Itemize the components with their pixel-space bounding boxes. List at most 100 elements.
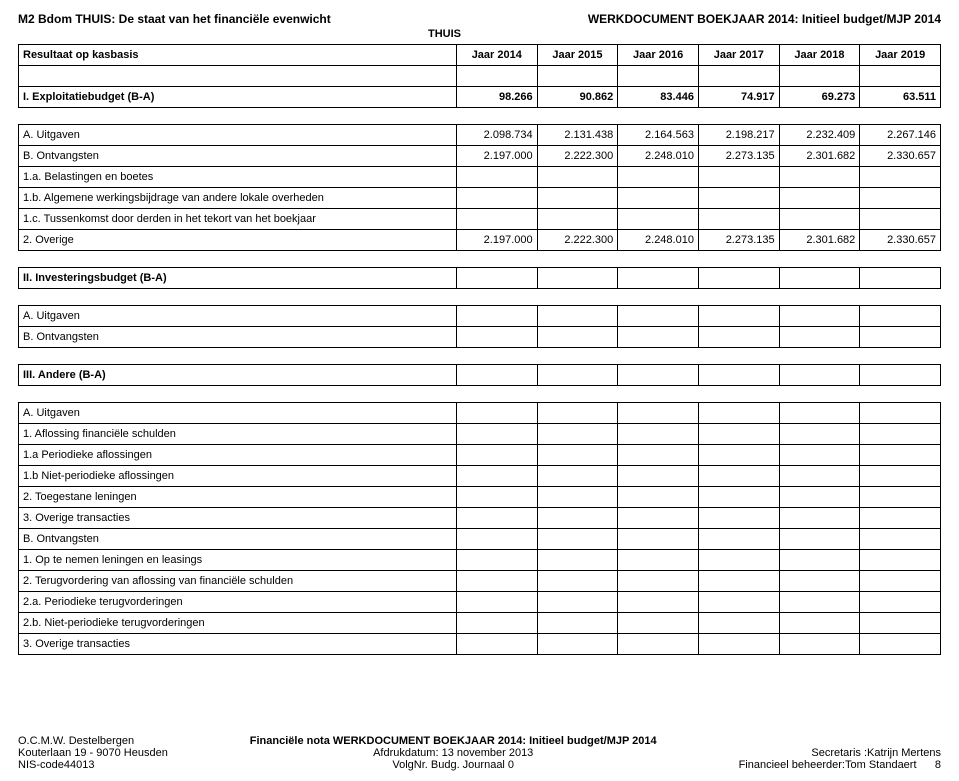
row-value <box>698 209 779 230</box>
row-label: 1.a Periodieke aflossingen <box>19 445 457 466</box>
row-value: 2.232.409 <box>779 125 860 146</box>
table-row: B. Ontvangsten <box>19 327 941 348</box>
row-value <box>537 188 618 209</box>
sec1-val-2: 83.446 <box>618 87 699 108</box>
page-root: M2 Bdom THUIS: De staat van het financië… <box>0 0 959 781</box>
header-table: Resultaat op kasbasis Jaar 2014 Jaar 201… <box>18 44 941 108</box>
table-row: 2. Overige2.197.0002.222.3002.248.0102.2… <box>19 230 941 251</box>
row-label: 1. Aflossing financiële schulden <box>19 424 457 445</box>
row-value <box>698 529 779 550</box>
row-value <box>860 508 941 529</box>
row-value <box>860 613 941 634</box>
row-value: 2.273.135 <box>698 230 779 251</box>
row-value <box>698 466 779 487</box>
row-value <box>779 508 860 529</box>
row-value: 2.197.000 <box>456 146 537 167</box>
row-value <box>618 424 699 445</box>
row-value: 2.248.010 <box>618 230 699 251</box>
row-value <box>456 571 537 592</box>
sec1-val-5: 63.511 <box>860 87 941 108</box>
row-value <box>698 424 779 445</box>
row-value <box>779 466 860 487</box>
row-value <box>618 529 699 550</box>
row-value <box>779 634 860 655</box>
sub-center-label: THUIS <box>428 28 941 40</box>
sec3-title: III. Andere (B-A) <box>19 365 457 386</box>
row-value <box>456 487 537 508</box>
row-value <box>456 529 537 550</box>
row-value <box>456 634 537 655</box>
footer-r3: Financieel beheerder:Tom Standaert <box>739 759 917 771</box>
footer-l3: NIS-code44013 <box>18 759 168 771</box>
row-label: 2. Terugvordering van aflossing van fina… <box>19 571 457 592</box>
row-value: 2.222.300 <box>537 230 618 251</box>
row-value <box>537 592 618 613</box>
col-year-5: Jaar 2019 <box>860 45 941 66</box>
row-value <box>860 445 941 466</box>
table-row: 1.c. Tussenkomst door derden in het teko… <box>19 209 941 230</box>
sec3-title-table: III. Andere (B-A) <box>18 364 941 386</box>
row-value <box>537 445 618 466</box>
row-value <box>618 327 699 348</box>
row-value <box>779 550 860 571</box>
row-value: 2.301.682 <box>779 146 860 167</box>
row-value: 2.098.734 <box>456 125 537 146</box>
row-label: 2.b. Niet-periodieke terugvorderingen <box>19 613 457 634</box>
row-value <box>860 327 941 348</box>
row-value <box>618 209 699 230</box>
row-value <box>698 508 779 529</box>
col-year-1: Jaar 2015 <box>537 45 618 66</box>
row-value <box>860 188 941 209</box>
col-year-2: Jaar 2016 <box>618 45 699 66</box>
row-value <box>456 209 537 230</box>
row-value <box>698 445 779 466</box>
footer-l1: O.C.M.W. Destelbergen <box>18 735 168 747</box>
footer: O.C.M.W. Destelbergen Kouterlaan 19 - 90… <box>18 735 941 771</box>
row-value <box>456 188 537 209</box>
row-value <box>698 550 779 571</box>
table-row: 1. Op te nemen leningen en leasings <box>19 550 941 571</box>
footer-left: O.C.M.W. Destelbergen Kouterlaan 19 - 90… <box>18 735 168 771</box>
table-row: A. Uitgaven <box>19 306 941 327</box>
row-value <box>456 592 537 613</box>
row-value <box>537 529 618 550</box>
row-label: 3. Overige transacties <box>19 508 457 529</box>
row-value <box>618 167 699 188</box>
row-value <box>779 592 860 613</box>
row-value <box>456 306 537 327</box>
row-value <box>860 167 941 188</box>
row-value <box>456 167 537 188</box>
row-value <box>779 529 860 550</box>
table-row: 3. Overige transacties <box>19 508 941 529</box>
table-row: 2.b. Niet-periodieke terugvorderingen <box>19 613 941 634</box>
row-value <box>860 529 941 550</box>
row-label: 1.b. Algemene werkingsbijdrage van ander… <box>19 188 457 209</box>
row-value <box>456 508 537 529</box>
table-row: 1.a Periodieke aflossingen <box>19 445 941 466</box>
table-row: 2. Toegestane leningen <box>19 487 941 508</box>
row-value <box>537 634 618 655</box>
row-label: 1.b Niet-periodieke aflossingen <box>19 466 457 487</box>
row-value <box>860 571 941 592</box>
row-label: A. Uitgaven <box>19 306 457 327</box>
table-row: 1.b Niet-periodieke aflossingen <box>19 466 941 487</box>
row-value <box>779 487 860 508</box>
title-left: M2 Bdom THUIS: De staat van het financië… <box>18 12 331 26</box>
row-value <box>860 424 941 445</box>
row-value <box>779 403 860 424</box>
row-label: 2. Overige <box>19 230 457 251</box>
sec1-title-row: I. Exploitatiebudget (B-A) 98.266 90.862… <box>19 87 941 108</box>
table-row: 1.a. Belastingen en boetes <box>19 167 941 188</box>
footer-right: Secretaris :Katrijn Mertens Financieel b… <box>739 735 941 771</box>
row-value <box>537 209 618 230</box>
row-value <box>618 571 699 592</box>
sec2-title-table: II. Investeringsbudget (B-A) <box>18 267 941 289</box>
row-value <box>618 592 699 613</box>
row-label: 2. Toegestane leningen <box>19 487 457 508</box>
row-label: 1. Op te nemen leningen en leasings <box>19 550 457 571</box>
header-bar: M2 Bdom THUIS: De staat van het financië… <box>18 12 941 26</box>
row-value <box>860 306 941 327</box>
row-value <box>537 403 618 424</box>
row-value <box>456 550 537 571</box>
sec1-title: I. Exploitatiebudget (B-A) <box>19 87 457 108</box>
